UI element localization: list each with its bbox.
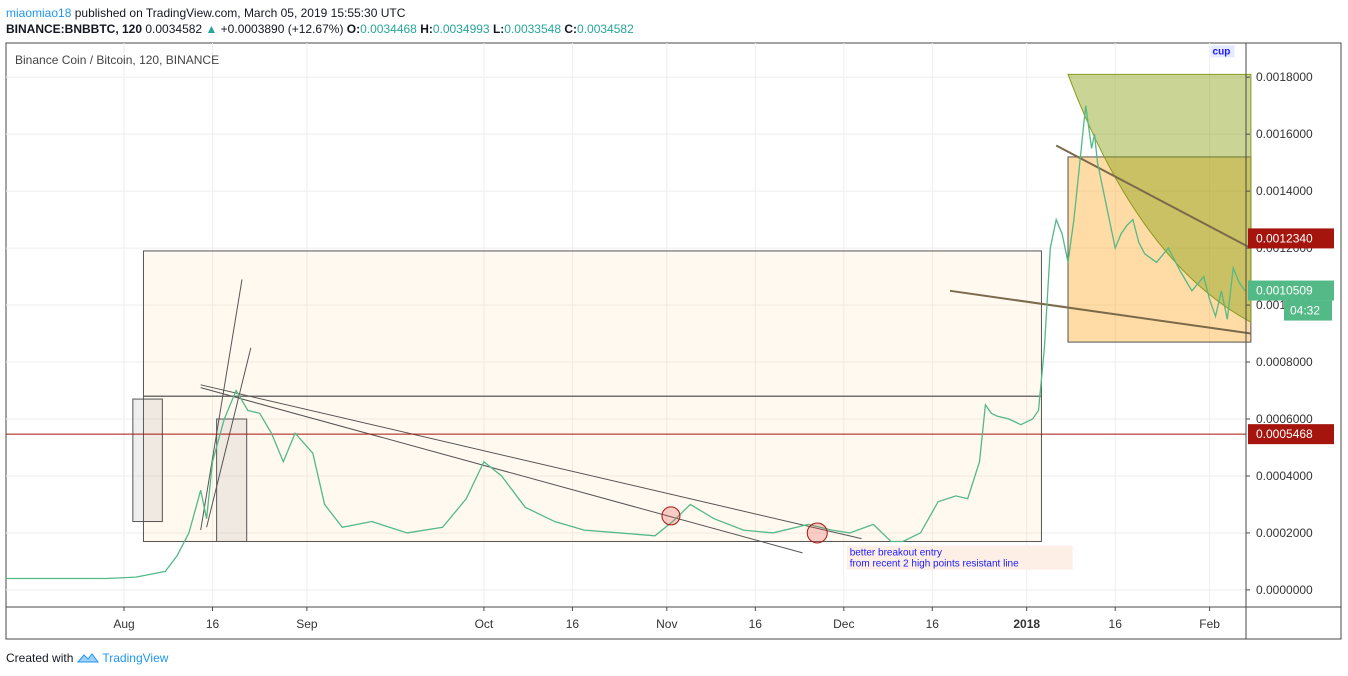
x-tick-label: 16: [926, 617, 940, 631]
y-tick-label: 0.0004000: [1256, 469, 1313, 483]
cup-shape: [1067, 73, 1252, 323]
y-tick-label: 0.0008000: [1256, 355, 1313, 369]
x-tick-label: 16: [566, 617, 580, 631]
y-tick-label: 0.0016000: [1256, 127, 1313, 141]
x-tick-label: Sep: [296, 617, 318, 631]
publish-info: miaomiao18 published on TradingView.com,…: [6, 6, 405, 20]
x-tick-label: Feb: [1199, 617, 1220, 631]
trend-line-1: [200, 279, 243, 531]
price-change: +0.0003890 (+12.67%): [220, 22, 344, 36]
resistance-line-1: [200, 384, 862, 540]
x-tick-label: 16: [749, 617, 763, 631]
low-value: 0.0033548: [504, 22, 562, 36]
tradingview-logo-icon: [77, 653, 100, 663]
open-value: 0.0034468: [360, 22, 417, 36]
tradingview-link[interactable]: TradingView: [102, 651, 169, 665]
y-tick-label: 0.0018000: [1256, 70, 1313, 84]
high-label: H:: [420, 22, 433, 36]
trend-line-2: [206, 347, 252, 528]
symbol-label: BINANCE:BNBBTC, 120: [6, 22, 143, 36]
x-tick-label: Oct: [475, 617, 494, 631]
y-tick-label: 0.0014000: [1256, 184, 1313, 198]
publish-text: published on TradingView.com, March 05, …: [74, 6, 406, 20]
cup-trend-line-upper: [1055, 144, 1252, 249]
price-series: [6, 105, 1246, 580]
cup-trend-line-lower: [949, 289, 1252, 335]
y-tick-label: 0.0002000: [1256, 526, 1313, 540]
close-value: 0.0034582: [577, 22, 634, 36]
open-label: O:: [346, 22, 361, 36]
range-box-upper: [142, 250, 1042, 397]
price-label: 0.0012340: [1256, 231, 1313, 245]
footer: Created with TradingView: [6, 651, 168, 665]
created-with-label: Created with: [6, 651, 74, 665]
high-value: 0.0034993: [432, 22, 490, 36]
x-tick-label: 2018: [1013, 617, 1040, 631]
cup-label: cup: [1213, 46, 1231, 57]
price-label-box: [1248, 228, 1334, 249]
y-tick-label: 0.0006000: [1256, 412, 1313, 426]
range-box-lower: [142, 395, 1042, 542]
y-tick-label: 0.0000000: [1256, 583, 1313, 597]
last-price: 0.0034582: [145, 22, 203, 36]
x-tick-label: 16: [206, 617, 220, 631]
symbol-info: BINANCE:BNBBTC, 120 0.0034582 ▲ +0.00038…: [6, 22, 634, 36]
chart-frame: [5, 42, 1342, 640]
x-tick-label: Dec: [833, 617, 854, 631]
price-label-box: [1248, 280, 1334, 301]
price-label: 0.0010509: [1256, 284, 1313, 298]
highlight-circle-1: [661, 506, 681, 526]
highlight-circle-2: [806, 522, 828, 544]
cup-label-box: [1210, 45, 1235, 58]
x-tick-label: Nov: [656, 617, 677, 631]
author-name[interactable]: miaomiao18: [6, 6, 72, 20]
price-label: 0.0005468: [1256, 427, 1313, 441]
annotation-line-2: from recent 2 high points resistant line: [850, 559, 1019, 570]
annotation-line-1: better breakout entry: [850, 548, 942, 559]
shaded-box-1: [132, 398, 163, 523]
countdown-box: [1284, 300, 1332, 321]
close-label: C:: [564, 22, 578, 36]
shaded-box-2: [216, 418, 248, 542]
chart-title: Binance Coin / Bitcoin, 120, BINANCE: [15, 53, 219, 67]
price-label-box: [1248, 424, 1334, 445]
resistance-line-2: [200, 387, 803, 554]
up-arrow-icon: ▲: [205, 22, 218, 36]
x-tick-label: 16: [1109, 617, 1123, 631]
low-label: L:: [492, 22, 505, 36]
countdown-label: 04:32: [1290, 304, 1320, 318]
x-tick-label: Aug: [113, 617, 134, 631]
annotation-box: [846, 545, 1073, 570]
